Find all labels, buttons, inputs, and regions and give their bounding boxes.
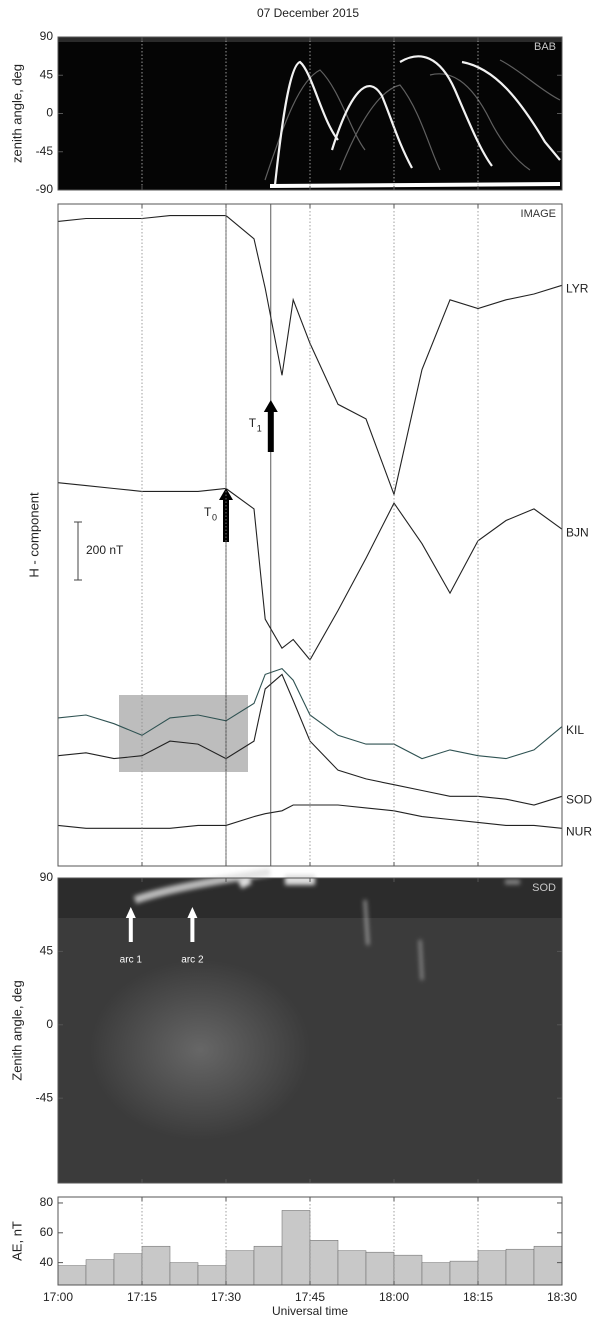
ae-bar: [449, 1260, 479, 1286]
x-tick-label: 17:30: [211, 1290, 241, 1304]
ae-bar: [141, 1245, 171, 1286]
ae-bar: [281, 1210, 311, 1286]
onset-sub: 0: [212, 512, 217, 522]
x-axis-label: Universal time: [272, 1304, 348, 1318]
ae-bar: [225, 1250, 255, 1286]
ae-bar: [393, 1254, 423, 1286]
panel-label: IMAGE: [521, 208, 556, 220]
station-label: SOD: [566, 792, 592, 806]
x-tick-label: 18:00: [379, 1290, 409, 1304]
y-tick-label: 40: [40, 1255, 54, 1269]
ae-bar: [57, 1265, 87, 1286]
arc-label: arc 1: [120, 955, 143, 966]
panel-label: SOD: [532, 882, 556, 894]
onset-label: T: [249, 416, 257, 430]
arc-arrow: [187, 907, 198, 942]
panel-label: BAB: [534, 41, 556, 53]
y-tick-label: 80: [40, 1195, 54, 1209]
x-tick-label: 17:15: [127, 1290, 157, 1304]
y-tick-label: 45: [40, 67, 54, 81]
x-tick-label: 18:15: [463, 1290, 493, 1304]
y-tick-label: 0: [46, 106, 53, 120]
keogram-sod: [58, 868, 562, 1183]
ae-bar: [169, 1262, 199, 1286]
ae-bar: [253, 1245, 283, 1286]
arc-arrow: [125, 907, 136, 942]
ae-bar: [197, 1265, 227, 1286]
ae-bar: [421, 1262, 451, 1286]
arc-label: arc 2: [181, 955, 204, 966]
onset-label: T: [204, 505, 212, 519]
ae-bar: [113, 1253, 143, 1286]
ae-bar: [477, 1250, 507, 1286]
y-axis-label: Zenith angle, deg: [9, 980, 24, 1080]
x-tick-label: 18:30: [547, 1290, 577, 1304]
station-label: LYR: [566, 281, 589, 295]
x-tick-label: 17:00: [43, 1290, 73, 1304]
figure-title: 07 December 2015: [257, 6, 359, 20]
onset-sub: 1: [257, 423, 262, 433]
x-tick-label: 17:45: [295, 1290, 325, 1304]
station-line: [57, 804, 563, 829]
station-line: [57, 482, 563, 661]
y-tick-label: 0: [46, 1017, 53, 1031]
y-axis-label: AE, nT: [9, 1221, 24, 1261]
station-label: BJN: [566, 525, 589, 539]
highlight-box: [119, 695, 248, 772]
station-label: NUR: [566, 824, 592, 838]
y-tick-label: 60: [40, 1225, 54, 1239]
y-tick-label: 90: [40, 29, 54, 43]
ae-bar: [309, 1240, 339, 1286]
station-line: [57, 673, 563, 806]
y-tick-label: -45: [36, 1090, 54, 1104]
station-line: [57, 667, 563, 760]
ae-bar: [505, 1248, 535, 1286]
station-label: KIL: [566, 723, 584, 737]
scale-label: 200 nT: [86, 543, 124, 557]
ae-bar: [337, 1250, 367, 1286]
y-tick-label: -45: [36, 144, 54, 158]
y-axis-label: H - component: [26, 492, 41, 578]
station-line: [57, 215, 563, 497]
y-axis-label: zenith angle, deg: [9, 64, 24, 163]
onset-arrow: [263, 400, 278, 452]
scale-bar: [74, 521, 82, 581]
onset-arrow: [219, 488, 233, 542]
ae-bar: [533, 1245, 563, 1286]
y-tick-label: -90: [36, 182, 54, 196]
y-tick-label: 90: [40, 870, 54, 884]
ae-bar: [85, 1259, 115, 1286]
y-tick-label: 45: [40, 944, 54, 958]
ae-bar: [365, 1251, 395, 1286]
